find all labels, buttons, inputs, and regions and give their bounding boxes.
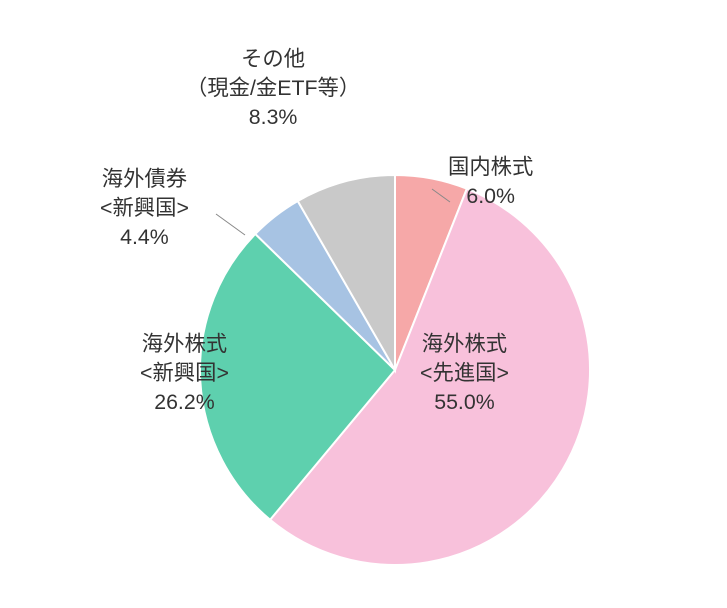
slice-pct: 6.0% [466, 184, 515, 208]
slice-name-line1: 海外株式 [422, 332, 507, 356]
slice-name-line2: <新興国> [140, 361, 229, 385]
slice-name-line2: <先進国> [420, 361, 509, 385]
slice-pct: 55.0% [434, 390, 494, 414]
pie-chart [0, 0, 727, 608]
slice-name-line1: 海外債券 [102, 167, 187, 191]
slice-label-foreign-stock-developed: 海外株式 <先進国> 55.0% [420, 330, 509, 416]
slice-pct: 26.2% [154, 390, 214, 414]
slice-label-domestic-stock: 国内株式 6.0% [448, 153, 533, 211]
slice-name-line1: 海外株式 [142, 332, 227, 356]
slice-label-foreign-bond-emerging: 海外債券 <新興国> 4.4% [100, 165, 189, 251]
slice-name: 国内株式 [448, 155, 533, 179]
slice-label-foreign-stock-emerging: 海外株式 <新興国> 26.2% [140, 330, 229, 416]
slice-name-line2: （現金/金ETF等） [186, 76, 360, 100]
slice-name-line1: その他 [241, 47, 305, 71]
slice-pct: 4.4% [120, 225, 169, 249]
slice-label-other: その他 （現金/金ETF等） 8.3% [186, 45, 360, 131]
pie-chart-container: 国内株式 6.0% 海外株式 <先進国> 55.0% 海外株式 <新興国> 26… [0, 0, 727, 608]
slice-pct: 8.3% [249, 105, 298, 129]
slice-name-line2: <新興国> [100, 196, 189, 220]
